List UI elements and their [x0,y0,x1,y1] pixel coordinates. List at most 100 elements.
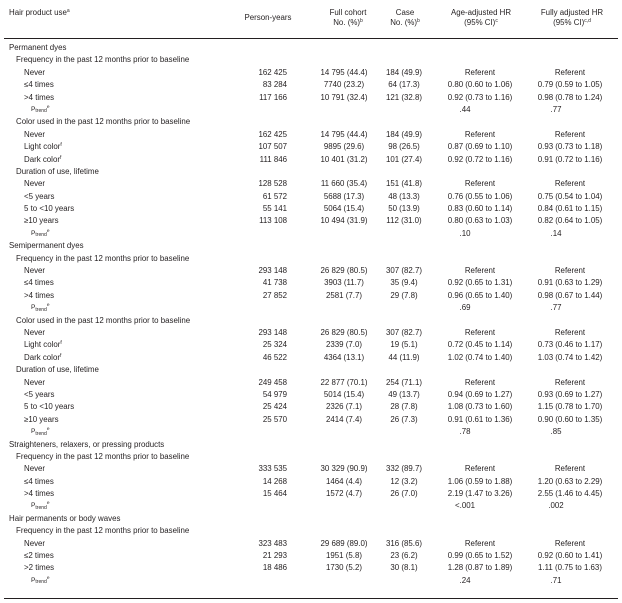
row-label: >4 times [24,290,54,302]
cell-person-years: 113 108 [259,216,287,226]
header-fully-sup: c,d [584,18,591,24]
cell-person-years: 249 458 [258,377,287,387]
row-label-text: Never [24,538,46,548]
cell-full-cohort: 30 329 (90.9) [320,464,368,474]
row-label-text: ≤4 times [24,476,54,486]
table-row: >2 times 18 486 1730 (5.2) 30 (8.1) 1.28 (0.… [0,562,622,574]
section-label: Straighteners, relaxers, or pressing pro… [9,439,165,449]
ptrend-label: Ptrende [31,302,49,315]
header-age-line1: Age-adjusted HR [450,8,512,17]
footnote-marker: f [59,352,62,359]
ptrend-p: P [31,428,36,436]
row-label-text: <5 years [24,389,55,399]
cell-person-years: 55 141 [262,204,287,214]
row-label: ≥10 years [24,414,59,426]
cell-full-cohort: 10 791 (32.4) [320,92,368,102]
ptrend-superscript: e [46,501,50,507]
table-body: Permanent dyes Frequency in the past 12 m… [0,42,622,587]
table-row: <5 years 54 979 5014 (15.4) 49 (13.7) 0.94 (… [0,389,622,401]
cell-fully-adjusted-hr: 0.73 (0.46 to 1.17) [537,340,603,350]
table-row: <5 years 61 572 5688 (17.3) 48 (13.3) 0.76 (… [0,191,622,203]
table-row: ≤4 times 14 268 1464 (4.4) 12 (3.2) 1.06 (0.… [0,476,622,488]
row-label: >4 times [24,488,54,500]
table-row: ≥10 years 113 108 10 494 (31.9) 112 (31.0) 0… [0,215,622,227]
table-row: >4 times 15 464 1572 (4.7) 26 (7.0) 2.19 (1.… [0,488,622,500]
header-case-line2: No. (%)b [380,18,430,29]
table-row: Never 323 483 29 689 (89.0) 316 (85.6) Refer… [0,538,622,550]
cell-ptrend-age: .78 [459,427,471,437]
ptrend-subscript: trend [35,579,47,586]
header-fully-text2: (95% CI) [553,18,585,27]
cell-fully-adjusted-hr: Referent [554,538,586,548]
cell-full-cohort: 1464 (4.4) [326,476,362,486]
subsection-label: Frequency in the past 12 months prior to… [16,451,190,461]
cell-age-adjusted-hr: 0.80 (0.63 to 1.03) [447,216,513,226]
cell-case: 23 (6.2) [390,551,418,561]
cell-fully-adjusted-hr: Referent [554,327,586,337]
row-label: >4 times [24,92,54,104]
subsection-label: Duration of use, lifetime [16,166,99,176]
footnote-marker: f [60,142,62,149]
cell-full-cohort: 9895 (29.6) [323,142,365,152]
cell-case: 184 (49.9) [386,129,422,139]
row-label-text: Never [24,266,46,276]
subsection-heading: Duration of use, lifetime [0,166,622,178]
ptrend-superscript: e [46,575,50,581]
row-label-text: Dark color [24,352,60,362]
cell-full-cohort: 29 689 (89.0) [320,538,368,548]
cell-ptrend-age: .69 [459,303,471,313]
subsection-label: Duration of use, lifetime [16,365,99,375]
ptrend-row: Ptrende .78 .85 [0,426,622,438]
cell-case: 26 (7.3) [390,414,418,424]
cell-fully-adjusted-hr: 0.98 (0.78 to 1.24) [537,92,603,102]
cell-case: 50 (13.9) [388,204,420,214]
cell-age-adjusted-hr: 0.91 (0.61 to 1.36) [447,414,513,424]
cell-person-years: 18 486 [262,563,287,573]
ptrend-p: P [31,502,36,510]
cell-age-adjusted-hr: Referent [464,129,496,139]
cell-ptrend-age: .24 [459,575,471,585]
row-label: Never [24,129,45,141]
cell-fully-adjusted-hr: 0.91 (0.72 to 1.16) [537,154,603,164]
subsection-heading: Frequency in the past 12 months prior to… [0,451,622,463]
cell-case: 29 (7.8) [390,290,418,300]
table-row: 5 to <10 years 25 424 2326 (7.1) 28 (7.8) 1.… [0,401,622,413]
row-label: Never [24,327,45,339]
cell-age-adjusted-hr: Referent [464,327,496,337]
cell-age-adjusted-hr: Referent [464,464,496,474]
row-label: Never [24,178,45,190]
cell-person-years: 25 324 [262,340,287,350]
ptrend-label: Ptrende [31,426,49,439]
subsection-label: Frequency in the past 12 months prior to… [16,55,190,65]
cell-case: 98 (26.5) [388,142,420,152]
cell-ptrend-fully: .85 [550,427,562,437]
header-person-years: Person-years [244,13,292,22]
cell-person-years: 333 535 [258,464,287,474]
cell-case: 112 (31.0) [386,216,422,226]
ptrend-label: Ptrende [31,575,49,588]
cell-full-cohort: 7740 (23.2) [323,80,365,90]
cell-fully-adjusted-hr: 0.75 (0.54 to 1.04) [537,191,603,201]
row-label-text: Never [24,129,46,139]
table-row: Dark colorf 46 522 4364 (13.1) 44 (11.9) 1.0… [0,352,622,364]
cell-full-cohort: 10 401 (31.2) [320,154,368,164]
header-product-sup: a [66,8,70,14]
cell-ptrend-fully: .14 [550,228,562,238]
cell-ptrend-age: <.001 [455,501,475,511]
cell-full-cohort: 14 795 (44.4) [320,129,368,139]
cell-fully-adjusted-hr: 0.82 (0.64 to 1.05) [537,216,603,226]
cell-age-adjusted-hr: Referent [464,67,496,77]
ptrend-superscript: e [46,104,50,110]
cell-person-years: 323 483 [258,538,287,548]
table-row: Dark colorf 111 846 10 401 (31.2) 101 (27.4… [0,154,622,166]
cell-full-cohort: 1572 (4.7) [326,489,362,499]
ptrend-row: Ptrende .69 .77 [0,302,622,314]
header-full-cohort: Full cohort No. (%)b [318,8,378,29]
cell-full-cohort: 5064 (15.4) [323,204,365,214]
ptrend-superscript: e [46,427,50,433]
subsection-label: Frequency in the past 12 months prior to… [16,253,190,263]
subsection-heading: Color used in the past 12 months prior t… [0,315,622,327]
cell-person-years: 111 846 [259,154,287,164]
row-label: ≤4 times [24,79,54,91]
